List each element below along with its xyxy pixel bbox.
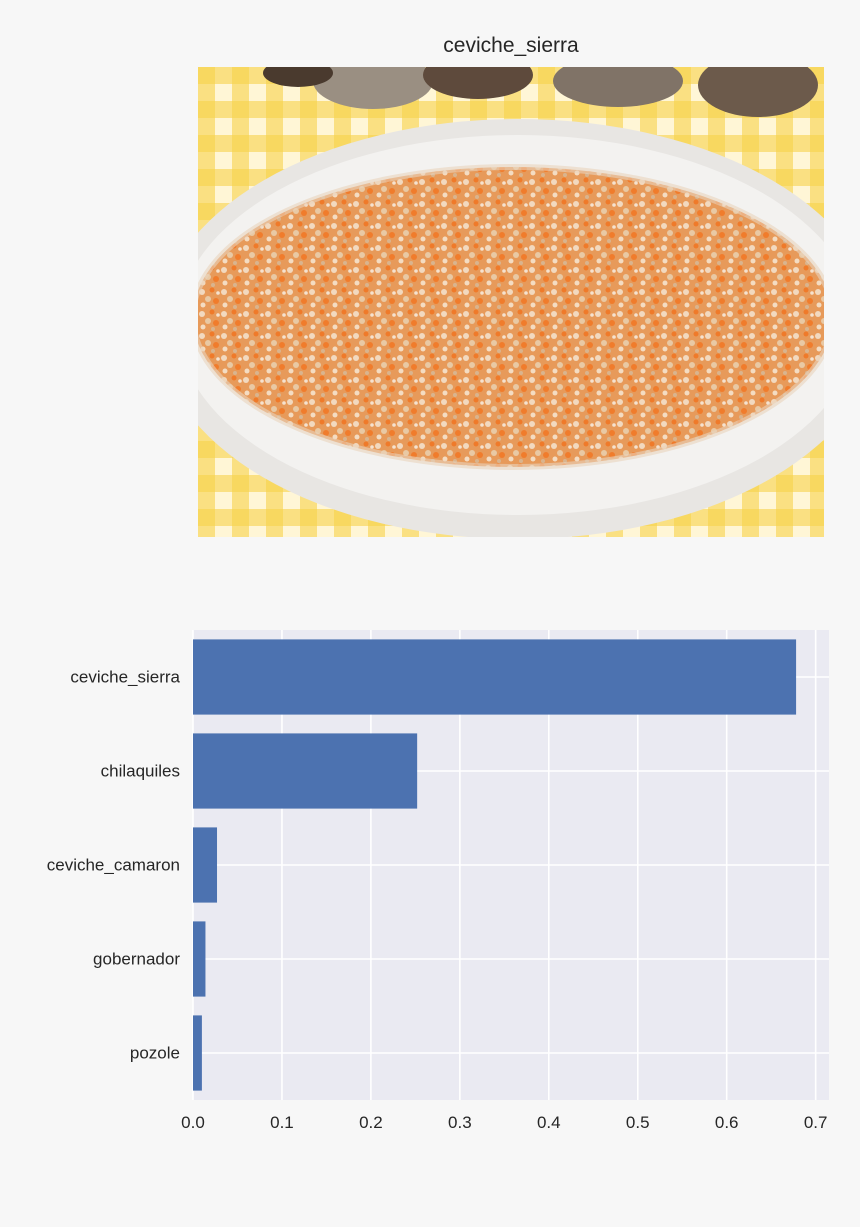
x-tick-label: 0.5 [626,1113,650,1132]
bar-chilaquiles [193,733,418,809]
category-label: ceviche_sierra [70,668,180,687]
x-tick-label: 0.7 [804,1113,828,1132]
bar-chart: ceviche_sierra chilaquiles ceviche_camaron… [47,630,829,1132]
category-label: pozole [130,1044,180,1063]
category-labels: ceviche_sierra chilaquiles ceviche_camaron… [47,668,181,1063]
x-tick-label: 0.0 [181,1113,205,1132]
category-label: gobernador [93,950,180,969]
bar-gobernador [193,921,206,997]
x-tick-label: 0.3 [448,1113,472,1132]
bars [193,639,797,1091]
image-title: ceviche_sierra [443,34,579,57]
bar-ceviche_camaron [193,827,218,903]
bar-pozole [193,1015,202,1091]
x-tick-label: 0.2 [359,1113,383,1132]
x-tick-label: 0.6 [715,1113,739,1132]
x-tick-labels: 0.0 0.1 0.2 0.3 0.4 0.5 0.6 0.7 [181,1113,827,1132]
category-label: chilaquiles [101,762,180,781]
bar-ceviche_sierra [193,639,797,715]
x-tick-label: 0.4 [537,1113,561,1132]
ceviche-plate-photo [198,67,824,537]
category-label: ceviche_camaron [47,856,180,875]
x-tick-label: 0.1 [270,1113,294,1132]
